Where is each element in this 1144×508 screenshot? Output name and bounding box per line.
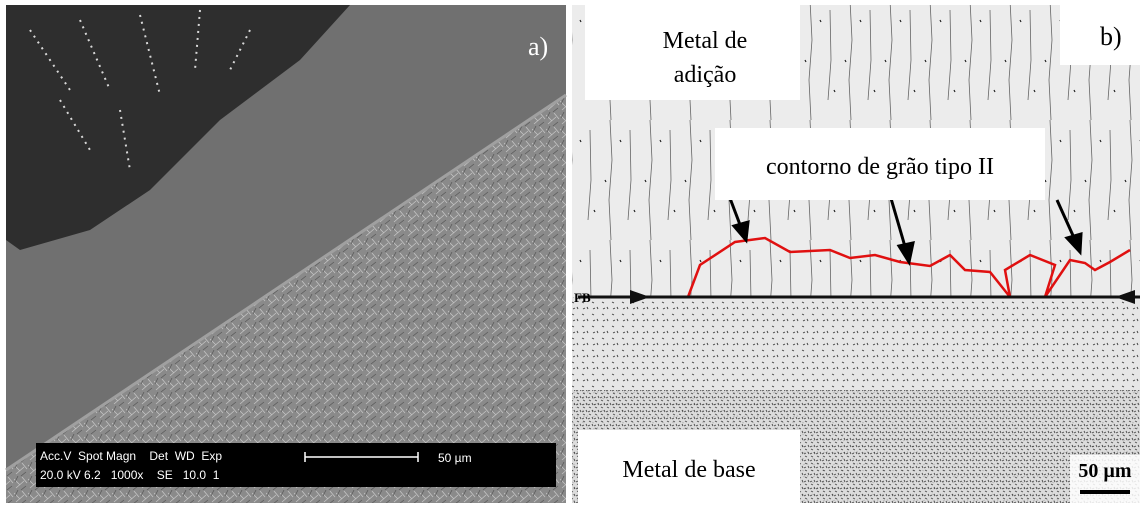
panel-label: b)	[1100, 22, 1122, 51]
annotation: Metal de base	[622, 457, 755, 483]
scale-label: 50 µm	[438, 451, 472, 465]
annotation: FB	[574, 290, 591, 305]
info-header: Acc.V Spot Magn Det WD Exp	[40, 449, 222, 463]
scale-label: 50 µm	[1078, 460, 1132, 482]
page: Acc.V Spot Magn Det WD Exp 20.0 kV 6.2 1…	[0, 0, 1144, 508]
annotation: adição	[674, 62, 737, 88]
info-values: 20.0 kV 6.2 1000x SE 10.0 1	[40, 468, 220, 482]
panel-a: Acc.V Spot Magn Det WD Exp 20.0 kV 6.2 1…	[6, 5, 566, 503]
panel-b: Metal de adição contorno de grão tipo II…	[572, 5, 1140, 503]
annotation: Metal de	[663, 28, 748, 54]
annotation: contorno de grão tipo II	[766, 154, 994, 180]
figure: Acc.V Spot Magn Det WD Exp 20.0 kV 6.2 1…	[0, 0, 1144, 508]
panel-label: a)	[528, 32, 548, 61]
